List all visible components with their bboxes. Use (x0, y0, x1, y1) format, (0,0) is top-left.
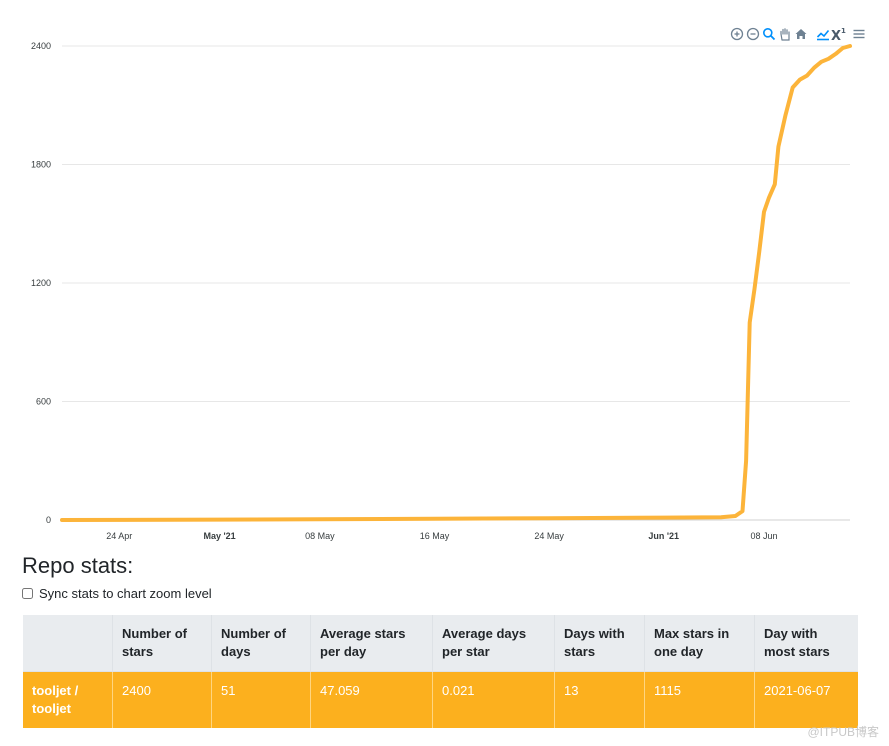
svg-text:X: X (831, 29, 841, 42)
x-tick-label: Jun '21 (648, 531, 679, 541)
x-tick-label: May '21 (204, 531, 236, 541)
avg-stars-cell: 47.059 (310, 671, 433, 728)
column-header-repo (23, 615, 113, 672)
column-header-avg-stars: Average stars per day (310, 615, 433, 672)
grid-lines (62, 45, 850, 521)
y-tick-label: 1200 (31, 278, 51, 288)
sync-stats-row[interactable]: Sync stats to chart zoom level (22, 586, 212, 601)
repo-stats-table: Number of stars Number of days Average s… (23, 615, 858, 728)
zoom-in-icon[interactable] (729, 26, 745, 42)
column-header-stars: Number of stars (112, 615, 212, 672)
max-stars-cell: 1115 (644, 671, 755, 728)
x-tick-label: 16 May (420, 531, 450, 541)
x-tick-label: 08 Jun (751, 531, 778, 541)
x-axis-ticks: 24 Apr May '21 08 May 16 May 24 May Jun '21 08… (106, 531, 777, 541)
zoom-out-icon[interactable] (745, 26, 761, 42)
star-history-chart[interactable]: 0 600 1200 1800 2400 24 Apr May '21 08 May 16 M… (0, 0, 889, 550)
sync-stats-checkbox[interactable] (22, 588, 33, 599)
table-row: tooljet / tooljet 2400 51 47.059 0.021 1… (23, 671, 858, 728)
svg-text:1: 1 (841, 27, 846, 35)
y-tick-label: 0 (46, 515, 51, 525)
best-day-cell: 2021-06-07 (754, 671, 858, 728)
chart-canvas[interactable]: 0 600 1200 1800 2400 24 Apr May '21 08 May 16 M… (0, 0, 889, 550)
days-cell: 51 (211, 671, 311, 728)
x-tick-label: 24 Apr (106, 531, 132, 541)
y-tick-label: 1800 (31, 160, 51, 170)
x-tick-label: 24 May (534, 531, 564, 541)
column-header-days: Number of days (211, 615, 311, 672)
y-tick-label: 600 (36, 397, 51, 407)
sync-stats-label: Sync stats to chart zoom level (39, 586, 212, 601)
table-header-row: Number of stars Number of days Average s… (23, 615, 858, 672)
y-tick-label: 2400 (31, 41, 51, 51)
selection-zoom-icon[interactable] (761, 26, 777, 42)
menu-icon[interactable] (851, 26, 867, 42)
days-with-stars-cell: 13 (554, 671, 645, 728)
reset-home-icon[interactable] (793, 26, 809, 42)
series-line-tooljet[interactable] (60, 44, 852, 522)
stars-cell: 2400 (112, 671, 212, 728)
series-layer (60, 44, 852, 522)
column-header-days-with-stars: Days with stars (554, 615, 645, 672)
y-axis-ticks: 0 600 1200 1800 2400 (31, 41, 51, 525)
pan-icon[interactable] (777, 26, 793, 42)
repo-name-cell: tooljet / tooljet (23, 671, 113, 728)
column-header-max-stars: Max stars in one day (644, 615, 755, 672)
watermark: @ITPUB博客 (807, 725, 879, 739)
x-tick-label: 08 May (305, 531, 335, 541)
column-header-best-day: Day with most stars (754, 615, 858, 672)
linear-scale-icon[interactable] (815, 26, 831, 42)
repo-stats-title: Repo stats: (22, 553, 134, 578)
avg-days-cell: 0.021 (432, 671, 555, 728)
column-header-avg-days: Average days per star (432, 615, 555, 672)
